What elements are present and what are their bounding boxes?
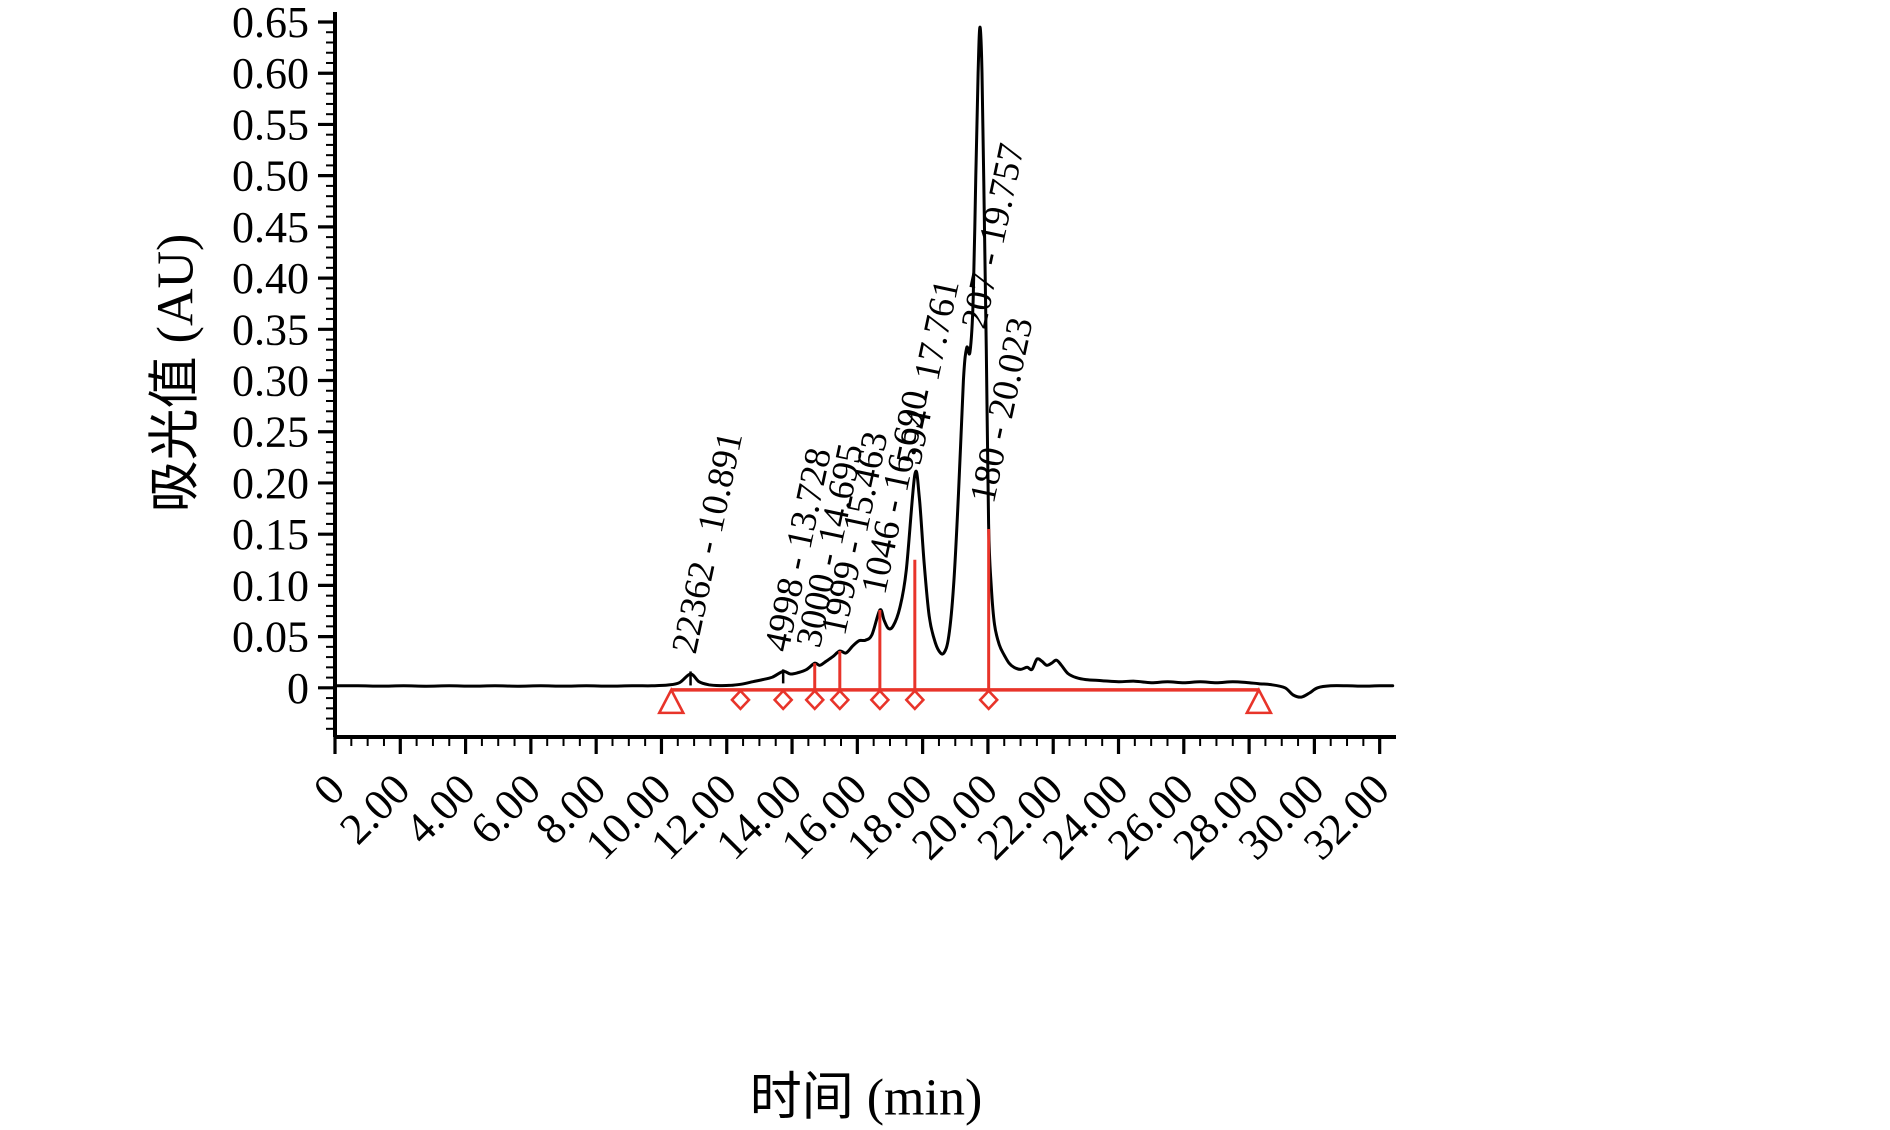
axis-ticks — [318, 20, 1382, 754]
signal-trace-group — [333, 25, 1395, 699]
y-tick-label: 0.20 — [232, 459, 309, 508]
integration-start-triangle — [657, 687, 686, 715]
integration-end-triangle — [1244, 687, 1274, 715]
peak-boundary-diamond — [804, 688, 826, 711]
peak-boundary-diamond — [869, 688, 891, 711]
integration-overlay — [657, 529, 1274, 715]
peak-boundary-diamond — [772, 688, 794, 711]
peak-boundary-diamond — [730, 688, 751, 711]
y-tick-label: 0.60 — [232, 49, 309, 98]
peak-label: 594 - 17.761 — [889, 276, 968, 468]
y-tick-label: 0.65 — [232, 0, 309, 47]
y-tick-label: 0.25 — [232, 408, 309, 457]
peak-boundary-diamond — [829, 688, 851, 711]
peak-boundary-diamond — [978, 688, 999, 711]
peak-label: 22362 - 10.891 — [664, 428, 751, 657]
y-tick-label: 0.05 — [232, 613, 309, 662]
y-tick-label: 0.40 — [232, 254, 309, 303]
peak-boundary-diamond — [904, 688, 926, 711]
y-tick-label: 0.30 — [232, 357, 309, 406]
y-tick-label: 0.45 — [232, 203, 309, 252]
y-tick-label: 0 — [287, 664, 309, 713]
peak-label: 180 - 20.023 — [962, 314, 1041, 506]
axes — [333, 12, 1396, 739]
peak-label: 207 - 19.757 — [954, 140, 1033, 332]
y-tick-label: 0.10 — [232, 561, 309, 610]
y-tick-label: 0.15 — [232, 510, 309, 559]
y-tick-label: 0.50 — [232, 152, 309, 201]
x-axis-title: 时间 (min) — [749, 1069, 983, 1127]
chromatogram-trace — [333, 25, 1395, 699]
y-axis-title: 吸光值 (AU) — [147, 233, 205, 513]
y-tick-label: 0.55 — [232, 100, 309, 149]
y-tick-label: 0.35 — [232, 305, 309, 354]
